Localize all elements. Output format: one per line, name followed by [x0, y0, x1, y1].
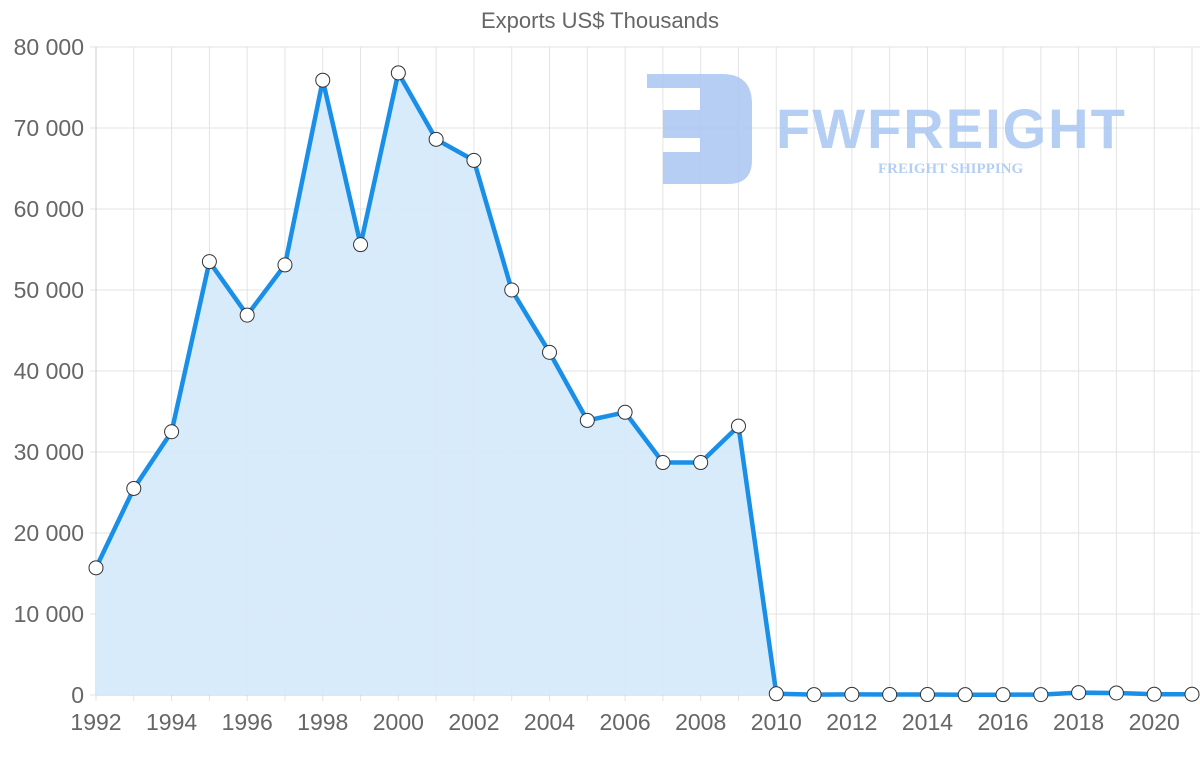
data-point[interactable] — [882, 687, 898, 703]
area-fill — [96, 72, 1192, 695]
x-tick-label: 1996 — [222, 709, 273, 735]
x-tick-label: 2002 — [448, 709, 499, 735]
data-point[interactable] — [239, 307, 255, 323]
data-point[interactable] — [617, 404, 633, 420]
data-point[interactable] — [768, 686, 784, 702]
data-point[interactable] — [844, 686, 860, 702]
data-point[interactable] — [995, 687, 1011, 703]
data-point[interactable] — [730, 418, 746, 434]
data-point[interactable] — [201, 254, 217, 270]
data-point[interactable] — [655, 455, 671, 471]
x-tick-label: 2006 — [600, 709, 651, 735]
x-tick-label: 1998 — [297, 709, 348, 735]
x-tick-label: 2000 — [373, 709, 424, 735]
area-fill-path — [96, 72, 1192, 695]
fw-logo-icon — [647, 74, 752, 184]
x-tick-label: 2016 — [977, 709, 1028, 735]
watermark-tagline: FREIGHT SHIPPING — [878, 161, 1023, 177]
data-point[interactable] — [1146, 686, 1162, 702]
watermark-brand: FWFREIGHT — [776, 97, 1127, 160]
y-tick-label: 60 000 — [14, 196, 84, 222]
data-point[interactable] — [428, 131, 444, 147]
data-point[interactable] — [693, 455, 709, 471]
y-tick-label: 40 000 — [14, 358, 84, 384]
x-tick-label: 2018 — [1053, 709, 1104, 735]
data-points — [88, 65, 1200, 703]
data-point[interactable] — [277, 257, 293, 273]
x-tick-label: 2008 — [675, 709, 726, 735]
data-point[interactable] — [579, 412, 595, 428]
data-point[interactable] — [1033, 687, 1049, 703]
watermark-logo: FWFREIGHT FREIGHT SHIPPING — [647, 74, 1127, 184]
x-tick-label: 2004 — [524, 709, 575, 735]
data-point[interactable] — [504, 282, 520, 298]
y-tick-label: 70 000 — [14, 115, 84, 141]
x-axis: 1992 1994 1996 1998 2000 2002 2004 2006 2008 2010… — [70, 709, 1179, 735]
data-point[interactable] — [542, 344, 558, 360]
data-point[interactable] — [806, 687, 822, 703]
data-point[interactable] — [919, 687, 935, 703]
data-point[interactable] — [1071, 685, 1087, 701]
x-tick-label: 2012 — [826, 709, 877, 735]
data-point[interactable] — [1108, 685, 1124, 701]
data-point[interactable] — [353, 237, 369, 253]
data-point[interactable] — [88, 560, 104, 576]
data-point[interactable] — [390, 65, 406, 81]
y-axis: 0 10 000 20 000 30 000 40 000 50 000 60 000 70 … — [14, 34, 84, 708]
y-tick-label: 20 000 — [14, 520, 84, 546]
data-point[interactable] — [957, 687, 973, 703]
y-tick-label: 50 000 — [14, 277, 84, 303]
chart-title: Exports US$ Thousands — [480, 8, 720, 33]
x-tick-label: 2020 — [1129, 709, 1180, 735]
x-tick-label: 2014 — [902, 709, 953, 735]
y-tick-label: 80 000 — [14, 34, 84, 60]
x-tick-label: 2010 — [751, 709, 802, 735]
y-tick-label: 30 000 — [14, 439, 84, 465]
data-point[interactable] — [466, 152, 482, 168]
data-point[interactable] — [126, 480, 142, 496]
y-tick-label: 10 000 — [14, 601, 84, 627]
data-point[interactable] — [315, 72, 331, 88]
data-point[interactable] — [164, 424, 180, 440]
data-point[interactable] — [1184, 686, 1200, 702]
x-tick-label: 1992 — [70, 709, 121, 735]
x-tick-label: 1994 — [146, 709, 197, 735]
y-tick-label: 0 — [71, 682, 84, 708]
